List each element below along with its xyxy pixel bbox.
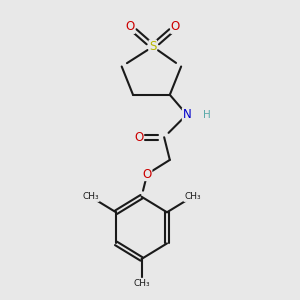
- Text: S: S: [149, 40, 157, 53]
- Text: H: H: [203, 110, 211, 120]
- Text: N: N: [182, 108, 191, 121]
- Text: O: O: [134, 131, 143, 144]
- Text: O: O: [142, 168, 152, 181]
- Text: CH₃: CH₃: [82, 192, 99, 201]
- Text: O: O: [171, 20, 180, 33]
- Text: CH₃: CH₃: [133, 278, 150, 287]
- Text: CH₃: CH₃: [184, 192, 201, 201]
- Text: O: O: [126, 20, 135, 33]
